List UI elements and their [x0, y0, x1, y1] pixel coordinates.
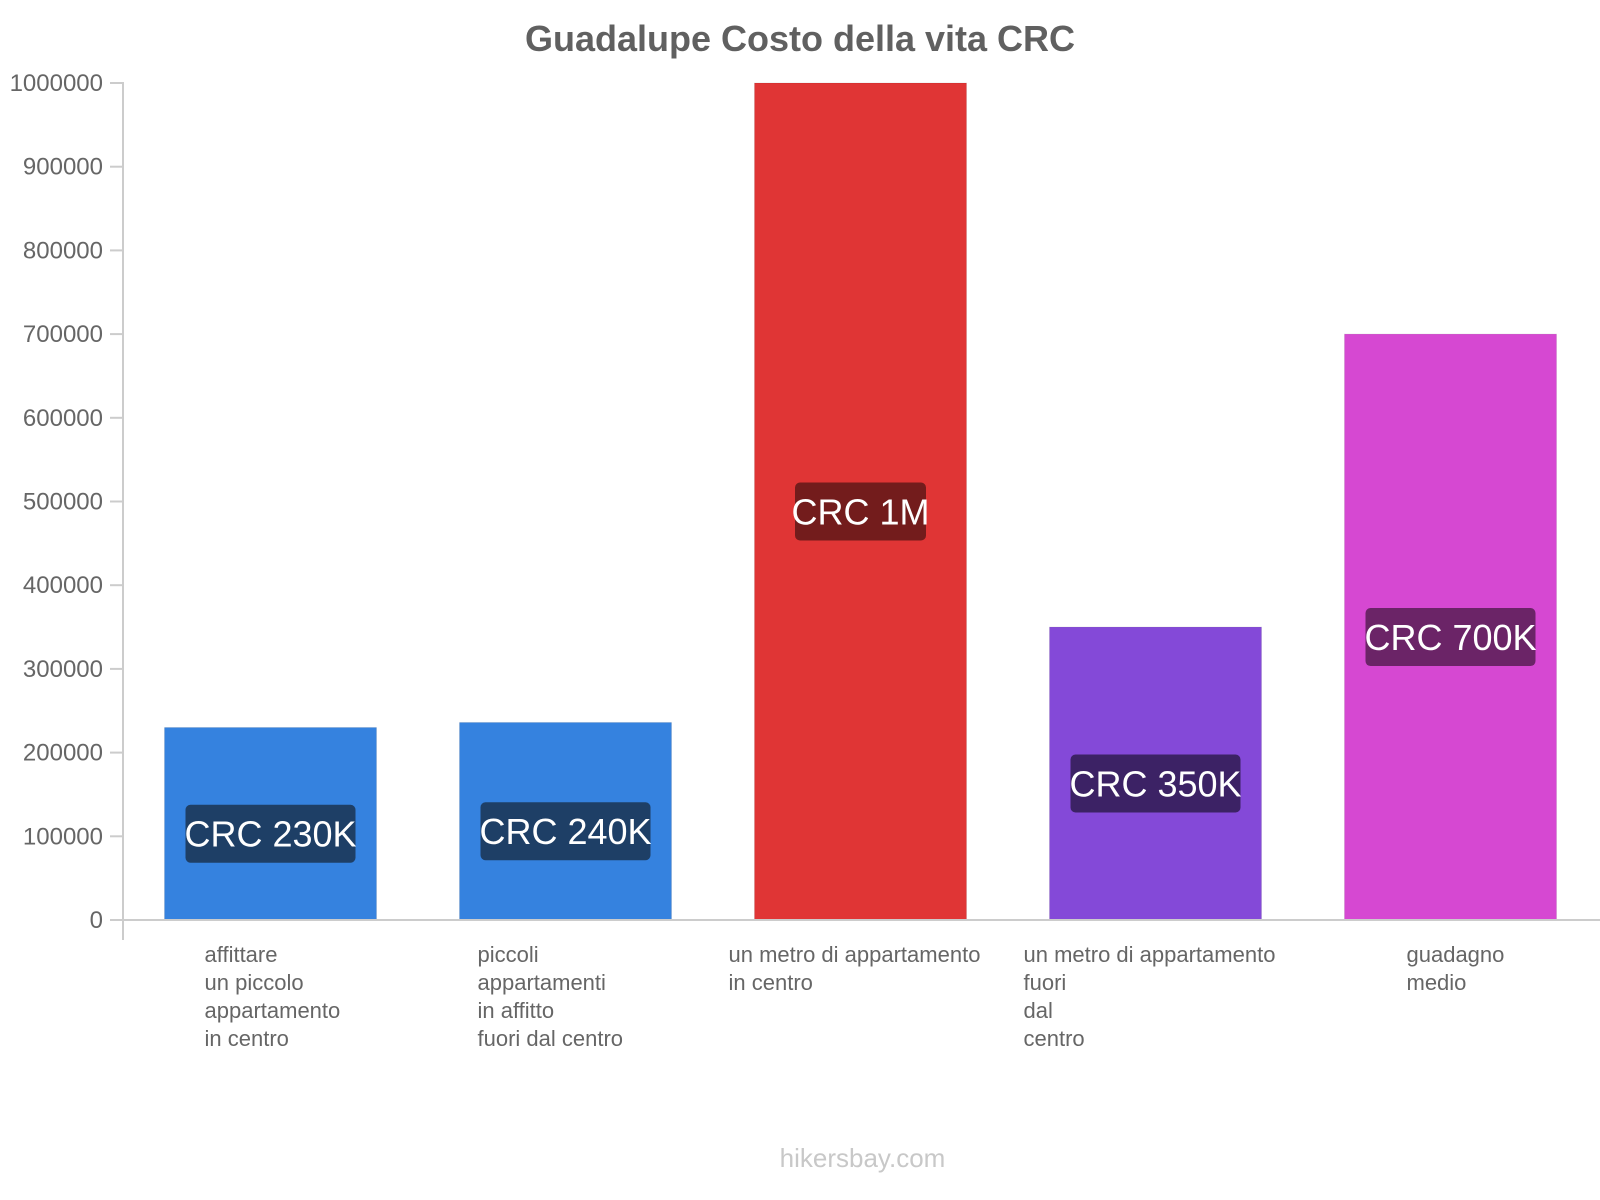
y-tick-label: 200000: [23, 740, 103, 767]
data-label: CRC 350K: [1069, 764, 1241, 805]
y-tick-label: 100000: [23, 823, 103, 850]
x-tick-label-line: dal: [1024, 998, 1053, 1023]
x-tick-label-line: fuori: [1024, 970, 1067, 995]
x-tick-label-line: un metro di appartamento: [729, 942, 981, 967]
data-label: CRC 1M: [791, 492, 929, 533]
y-tick-label: 800000: [23, 237, 103, 264]
x-tick-label-line: un metro di appartamento: [1024, 942, 1276, 967]
y-tick-label: 900000: [23, 154, 103, 181]
data-label: CRC 240K: [479, 811, 651, 852]
y-tick-label: 300000: [23, 656, 103, 683]
data-label: CRC 230K: [184, 814, 356, 855]
x-tick-label-line: affittare: [205, 942, 278, 967]
x-tick-label-line: un piccolo: [205, 970, 304, 995]
data-label-box: [1070, 754, 1241, 813]
x-tick-label: guadagno medio: [1407, 942, 1505, 995]
data-label-box: [480, 802, 651, 861]
data-labels: CRC 230K CRC 240K CRC 1M CRC 350K CRC 700K: [184, 482, 1537, 863]
y-tick-label: 1000000: [10, 70, 103, 97]
x-tick-label-line: in centro: [729, 970, 813, 995]
x-tick-label-line: fuori dal centro: [478, 1026, 624, 1051]
y-tick-label: 0: [90, 907, 103, 934]
y-tick-label: 600000: [23, 405, 103, 432]
y-axis-ticks: 0 100000 200000 300000 400000 500000 600000 700…: [10, 70, 123, 934]
data-label-box: [1365, 608, 1536, 667]
x-tick-label-line: piccoli: [478, 942, 539, 967]
x-tick-label: un metro di appartamento fuori dal centro: [1024, 942, 1276, 1051]
watermark: hikersbay.com: [779, 1143, 946, 1173]
y-tick-label: 400000: [23, 572, 103, 599]
x-tick-label-line: in centro: [205, 1026, 289, 1051]
x-axis-labels: affittare un piccolo appartamento in centro…: [205, 942, 1505, 1051]
x-tick-label-line: medio: [1407, 970, 1467, 995]
chart-title: Guadalupe Costo della vita CRC: [524, 18, 1076, 59]
x-tick-label-line: in affitto: [478, 998, 555, 1023]
x-tick-label-line: appartamento: [205, 998, 341, 1023]
y-tick-label: 700000: [23, 321, 103, 348]
x-tick-label-line: centro: [1024, 1026, 1085, 1051]
data-label: CRC 700K: [1364, 617, 1536, 658]
data-label-box: [795, 482, 926, 541]
y-tick-label: 500000: [23, 489, 103, 516]
x-tick-label-line: guadagno: [1407, 942, 1505, 967]
x-tick-label: affittare un piccolo appartamento in centro: [205, 942, 341, 1051]
x-tick-label: un metro di appartamento in centro: [729, 942, 981, 995]
x-tick-label: piccoli appartamenti in affitto fuori dal c…: [478, 942, 624, 1051]
data-label-box: [185, 804, 356, 863]
x-tick-label-line: appartamenti: [478, 970, 606, 995]
